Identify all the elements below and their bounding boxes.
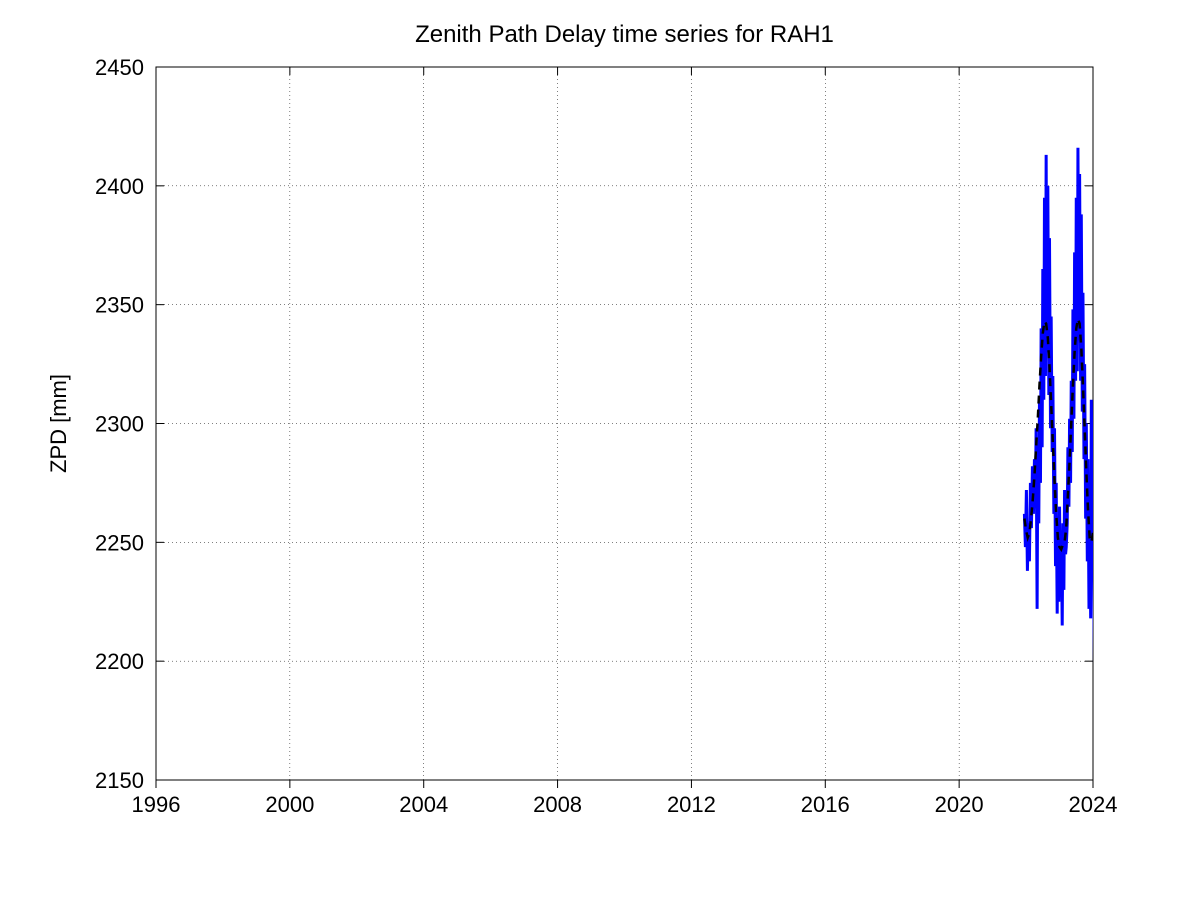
y-tick-label: 2150 bbox=[95, 768, 144, 793]
chart-title: Zenith Path Delay time series for RAH1 bbox=[415, 21, 834, 48]
y-tick-label: 2350 bbox=[95, 293, 144, 318]
x-tick-label: 2024 bbox=[1069, 792, 1118, 817]
y-tick-label: 2200 bbox=[95, 649, 144, 674]
x-tick-label: 2012 bbox=[667, 792, 716, 817]
series-zpd-raw bbox=[1024, 148, 1094, 680]
x-tick-label: 2008 bbox=[533, 792, 582, 817]
x-tick-label: 2004 bbox=[399, 792, 448, 817]
y-tick-label: 2250 bbox=[95, 530, 144, 555]
chart-container: 1996 2000 2004 2008 2012 2016 2020 2024 2150 2200… bbox=[0, 0, 1201, 901]
y-tick-label: 2400 bbox=[95, 174, 144, 199]
x-tick-label: 2000 bbox=[265, 792, 314, 817]
x-tick-label: 1996 bbox=[132, 792, 181, 817]
y-tick-label: 2300 bbox=[95, 412, 144, 437]
y-axis-label: ZPD [mm] bbox=[46, 374, 71, 473]
y-tick-label: 2450 bbox=[95, 55, 144, 80]
x-tick-label: 2020 bbox=[935, 792, 984, 817]
x-tick-label: 2016 bbox=[801, 792, 850, 817]
zpd-timeseries-chart: 1996 2000 2004 2008 2012 2016 2020 2024 2150 2200… bbox=[0, 0, 1201, 901]
